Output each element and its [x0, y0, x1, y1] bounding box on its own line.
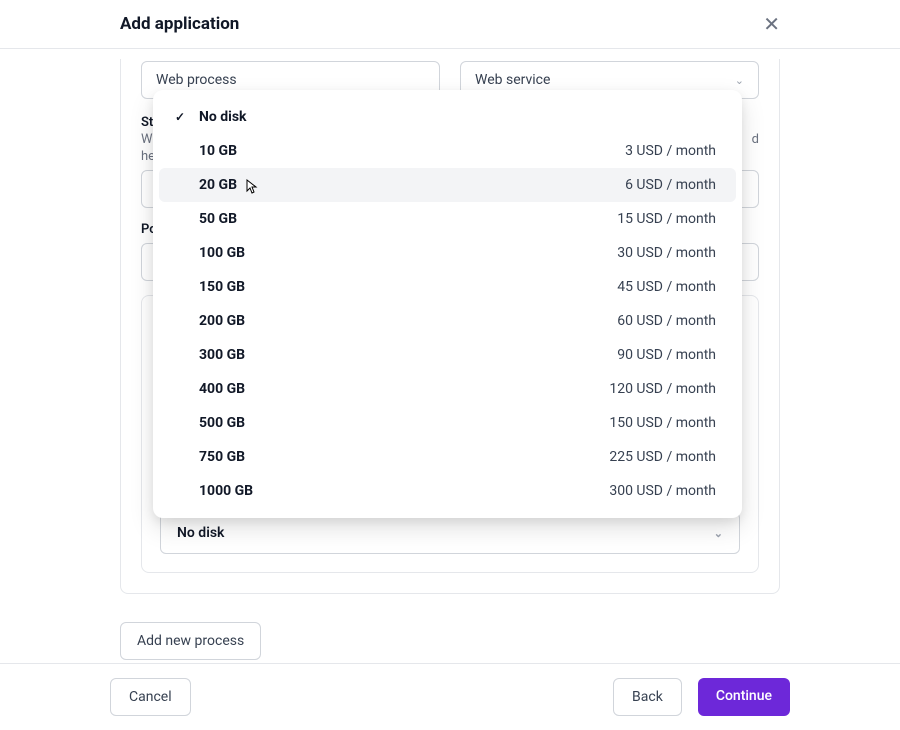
disk-option[interactable]: 150 GB 45 USD / month	[159, 270, 736, 304]
start-desc-right: d	[752, 132, 759, 147]
disk-option[interactable]: 200 GB 60 USD / month	[159, 304, 736, 338]
disk-option[interactable]: No disk	[159, 100, 736, 134]
disk-option-label: No disk	[199, 109, 247, 125]
disk-option-label: 150 GB	[199, 279, 245, 295]
disk-option-label: 20 GB	[199, 177, 237, 193]
disk-option[interactable]: 100 GB 30 USD / month	[159, 236, 736, 270]
disk-option-label: 10 GB	[199, 143, 237, 159]
add-process-button[interactable]: Add new process	[120, 622, 261, 660]
disk-option[interactable]: 1000 GB 300 USD / month	[159, 474, 736, 508]
disk-option-price: 300 USD / month	[609, 483, 716, 499]
disk-option-label: 300 GB	[199, 347, 245, 363]
disk-option-label: 750 GB	[199, 449, 245, 465]
cancel-button[interactable]: Cancel	[110, 678, 191, 716]
disk-option-price: 30 USD / month	[617, 245, 716, 261]
disk-option-price: 225 USD / month	[609, 449, 716, 465]
process-type-value: Web service	[475, 72, 550, 88]
disk-option-label: 500 GB	[199, 415, 245, 431]
disk-option[interactable]: 750 GB 225 USD / month	[159, 440, 736, 474]
disk-option-price: 6 USD / month	[625, 177, 716, 193]
disk-option[interactable]: 50 GB 15 USD / month	[159, 202, 736, 236]
disk-option-label: 50 GB	[199, 211, 237, 227]
modal-title: Add application	[120, 14, 239, 34]
disk-option-label: 400 GB	[199, 381, 245, 397]
disk-option-price: 45 USD / month	[617, 279, 716, 295]
disk-option-price: 60 USD / month	[617, 313, 716, 329]
disk-option-price: 90 USD / month	[617, 347, 716, 363]
disk-option[interactable]: 400 GB 120 USD / month	[159, 372, 736, 406]
chevron-down-icon: ⌄	[735, 74, 744, 87]
disk-option[interactable]: 500 GB 150 USD / month	[159, 406, 736, 440]
disk-dropdown: No disk 10 GB 3 USD / month 20 GB 6 USD / mo…	[153, 90, 742, 518]
disk-option-label: 100 GB	[199, 245, 245, 261]
disk-option-price: 15 USD / month	[617, 211, 716, 227]
disk-select[interactable]: No disk ⌄	[160, 512, 740, 554]
disk-option-price: 150 USD / month	[609, 415, 716, 431]
chevron-down-icon: ⌄	[714, 527, 723, 540]
disk-option[interactable]: 10 GB 3 USD / month	[159, 134, 736, 168]
continue-button[interactable]: Continue	[698, 678, 790, 716]
modal-header: Add application ✕	[0, 0, 900, 49]
disk-option-label: 1000 GB	[199, 483, 253, 499]
disk-option-label: 200 GB	[199, 313, 245, 329]
back-button[interactable]: Back	[613, 678, 682, 716]
modal-footer: Cancel Back Continue	[0, 663, 900, 730]
close-icon[interactable]: ✕	[763, 14, 780, 34]
disk-option-price: 120 USD / month	[609, 381, 716, 397]
disk-option[interactable]: 300 GB 90 USD / month	[159, 338, 736, 372]
disk-select-value: No disk	[177, 525, 224, 541]
disk-option-price: 3 USD / month	[625, 143, 716, 159]
disk-option[interactable]: 20 GB 6 USD / month	[159, 168, 736, 202]
